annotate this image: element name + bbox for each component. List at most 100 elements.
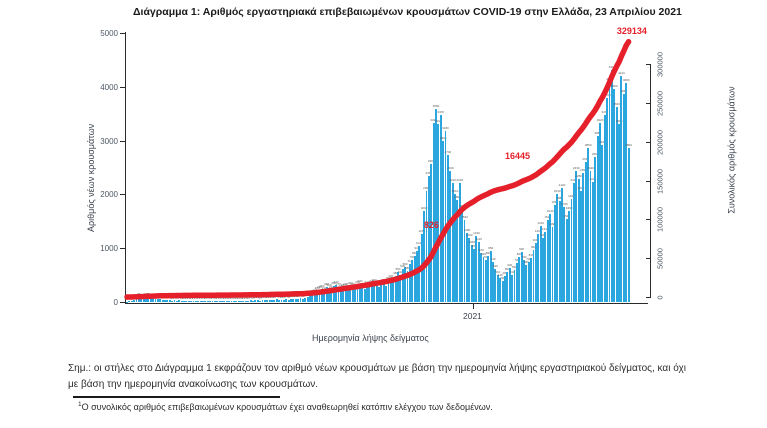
bar bbox=[496, 274, 499, 302]
bar bbox=[553, 204, 556, 302]
bar bbox=[197, 301, 200, 302]
bar bbox=[273, 299, 276, 302]
milestone-label: 16445 bbox=[505, 150, 531, 161]
bar-value-label: 980 bbox=[471, 244, 477, 249]
bar-value-label: 15 bbox=[196, 296, 200, 301]
bar bbox=[389, 279, 392, 302]
bar bbox=[168, 300, 171, 302]
bar bbox=[206, 301, 209, 302]
bar-value-label: 2390 bbox=[580, 168, 587, 173]
bar-value-label: 20 bbox=[246, 295, 250, 300]
bar bbox=[594, 157, 597, 302]
bar bbox=[501, 281, 504, 302]
bar bbox=[230, 301, 233, 302]
bar-value-label: 2120 bbox=[558, 182, 566, 187]
bar bbox=[140, 298, 143, 302]
bar-value-label: 3790 bbox=[603, 93, 611, 98]
bar-value-label: 15 bbox=[215, 296, 219, 301]
bar-value-label: 340 bbox=[369, 278, 375, 283]
right-tick-label: 100000 bbox=[655, 207, 665, 233]
bar bbox=[252, 300, 254, 302]
bar bbox=[328, 288, 330, 302]
bar-value-label: 2060 bbox=[577, 186, 585, 191]
bar bbox=[608, 81, 611, 302]
bar bbox=[180, 300, 183, 302]
bar-value-label: 1280 bbox=[463, 228, 471, 233]
bar-value-label: 1690 bbox=[420, 206, 428, 211]
bar bbox=[225, 301, 228, 302]
bar bbox=[311, 293, 314, 302]
bar bbox=[133, 300, 136, 302]
bar bbox=[499, 278, 502, 302]
bar bbox=[425, 191, 428, 302]
bar-value-label: 230 bbox=[328, 284, 334, 289]
bar-value-label: 660 bbox=[402, 261, 408, 266]
right-tick bbox=[646, 64, 651, 66]
bar-value-label: 25 bbox=[244, 295, 248, 300]
bar bbox=[627, 148, 630, 302]
bar-value-label: 15 bbox=[232, 296, 236, 301]
bar bbox=[164, 299, 166, 302]
bar-value-label: 30 bbox=[265, 295, 269, 300]
bar bbox=[385, 285, 388, 302]
bar-value-label: 200 bbox=[314, 286, 320, 291]
bar-value-label: 280 bbox=[324, 281, 330, 286]
bar bbox=[584, 161, 587, 302]
bar-value-label: 260 bbox=[326, 283, 332, 288]
bar bbox=[534, 243, 537, 302]
bar-value-label: 30 bbox=[279, 295, 284, 300]
bar bbox=[596, 136, 599, 302]
bar-value-label: 290 bbox=[331, 281, 337, 286]
bar bbox=[397, 272, 399, 302]
bar bbox=[161, 299, 164, 302]
bar-value-label: 620 bbox=[492, 263, 498, 268]
x-axis-title: Ημερομηνία λήψης δείγματος bbox=[312, 333, 429, 343]
bar bbox=[456, 200, 459, 302]
bar bbox=[216, 301, 219, 302]
bar-value-label: 25 bbox=[258, 295, 262, 300]
bar bbox=[399, 274, 402, 302]
bar-value-label: 1060 bbox=[468, 239, 475, 244]
bar-value-label: 260 bbox=[340, 283, 346, 288]
left-tick-label: 5000 bbox=[100, 29, 118, 38]
bar bbox=[375, 285, 378, 302]
bar-value-label: 1640 bbox=[546, 208, 554, 213]
bar bbox=[551, 227, 554, 302]
bar-value-label: 15 bbox=[206, 296, 210, 301]
bar-value-label: 790 bbox=[409, 254, 415, 259]
bar bbox=[306, 297, 309, 302]
right-tick bbox=[646, 180, 651, 182]
bar-value-label: 2740 bbox=[444, 149, 452, 154]
bar bbox=[344, 286, 347, 302]
bar bbox=[280, 300, 283, 302]
left-tick bbox=[120, 248, 125, 250]
bar bbox=[363, 288, 366, 302]
bar bbox=[358, 284, 361, 302]
left-tick bbox=[120, 140, 125, 142]
daily-cases-bars: 5 10 20 35 60 95 70 80 100 85 60 70 55 65 50 40 45 35 30 25… bbox=[126, 31, 632, 303]
bar bbox=[199, 301, 202, 302]
bar bbox=[313, 292, 316, 302]
right-tick-label: 200000 bbox=[655, 129, 665, 155]
bar bbox=[404, 266, 407, 302]
bar bbox=[492, 262, 494, 302]
right-tick bbox=[646, 219, 651, 221]
left-tick-label: 2000 bbox=[100, 190, 118, 200]
bar-value-label: 1690 bbox=[565, 206, 573, 211]
bar bbox=[570, 198, 573, 302]
bar bbox=[423, 211, 426, 302]
left-tick bbox=[120, 302, 125, 303]
bar-value-label: 3080 bbox=[594, 131, 601, 136]
bar-value-label: 250 bbox=[319, 283, 325, 288]
bar-value-label: 1810 bbox=[551, 199, 559, 204]
bar bbox=[351, 287, 354, 302]
bar-value-label: 740 bbox=[490, 257, 496, 262]
right-tick bbox=[646, 258, 651, 260]
bar bbox=[221, 301, 223, 302]
bar bbox=[301, 298, 304, 302]
bar bbox=[546, 220, 549, 302]
bar bbox=[468, 237, 471, 302]
bar bbox=[413, 255, 416, 302]
bar bbox=[508, 267, 511, 302]
